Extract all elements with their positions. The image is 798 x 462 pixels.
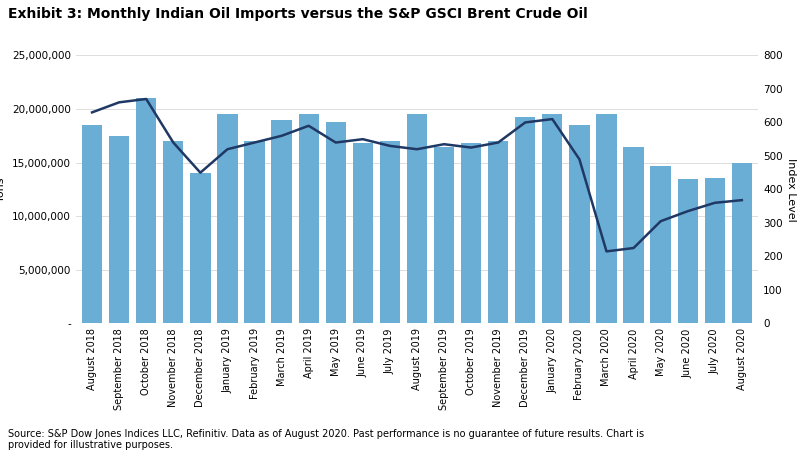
Bar (732, 163, 752, 323)
Bar (353, 143, 373, 323)
Bar (217, 115, 238, 323)
Bar (596, 115, 617, 323)
Bar (244, 141, 265, 323)
Bar (298, 115, 319, 323)
Y-axis label: Index Level: Index Level (787, 158, 796, 221)
Bar (326, 122, 346, 323)
Bar (380, 141, 400, 323)
Bar (488, 141, 508, 323)
Bar (569, 125, 590, 323)
Bar (623, 146, 644, 323)
Bar (515, 116, 535, 323)
Bar (407, 115, 427, 323)
Text: Source: S&P Dow Jones Indices LLC, Refinitiv. Data as of August 2020. Past perfo: Source: S&P Dow Jones Indices LLC, Refin… (8, 429, 644, 450)
Bar (136, 98, 156, 323)
Bar (678, 179, 698, 323)
Bar (705, 177, 725, 323)
Bar (163, 141, 184, 323)
Bar (109, 136, 129, 323)
Bar (190, 173, 211, 323)
Bar (271, 120, 292, 323)
Bar (461, 143, 481, 323)
Bar (82, 125, 102, 323)
Bar (542, 115, 563, 323)
Bar (650, 166, 671, 323)
Text: Exhibit 3: Monthly Indian Oil Imports versus the S&P GSCI Brent Crude Oil: Exhibit 3: Monthly Indian Oil Imports ve… (8, 7, 588, 21)
Bar (434, 146, 454, 323)
Y-axis label: Tons: Tons (0, 177, 6, 202)
